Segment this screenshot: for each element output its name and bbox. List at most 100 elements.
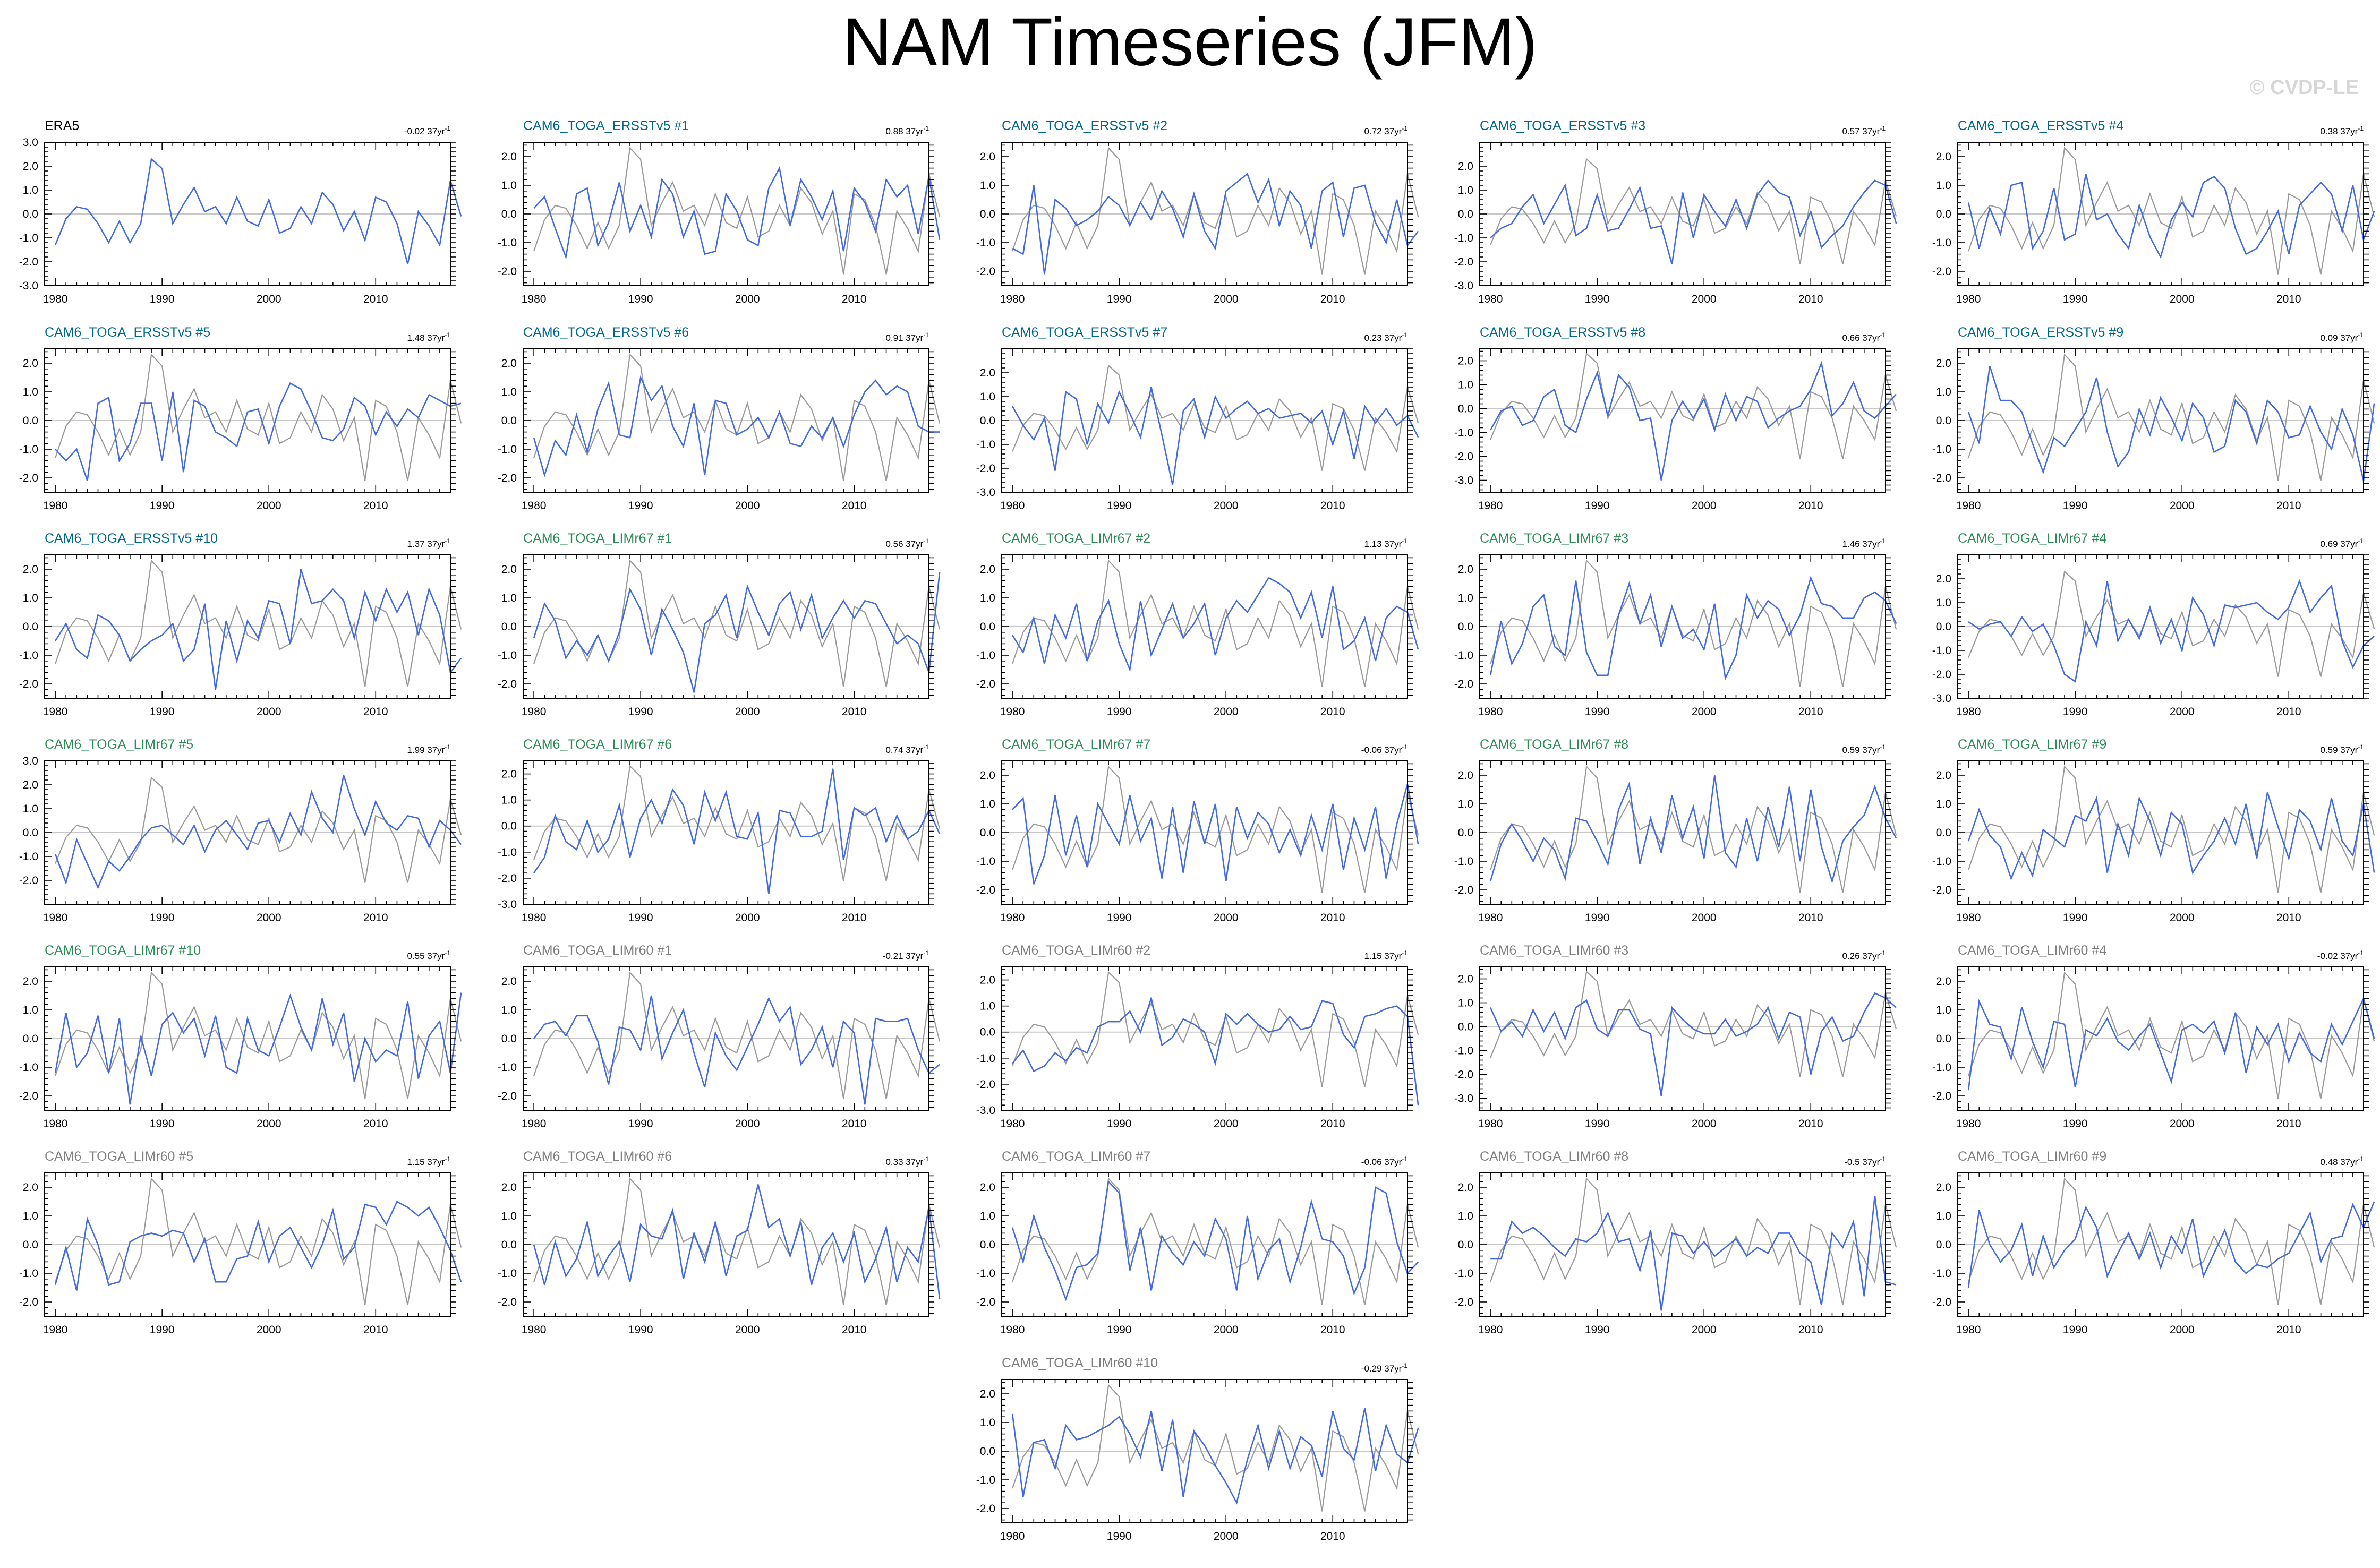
x-tick-label: 2000 (2170, 1118, 2195, 1130)
panel-26: CAM6_TOGA_LIMr60 #5 1.15 37yr-1 1980 1990 20… (19, 1149, 462, 1336)
panel-trend: 0.23 37yr-1 (1364, 331, 1407, 343)
x-tick-label: 1990 (2063, 706, 2088, 718)
x-tick-label: 1990 (1107, 1530, 1132, 1543)
x-tick-label: 1990 (2063, 293, 2088, 305)
panel-title: CAM6_TOGA_LIMr67 #6 (523, 737, 672, 752)
y-tick-label: 0.0 (501, 1033, 517, 1045)
y-tick-label: -1.0 (976, 237, 995, 249)
y-tick-label: -2.0 (976, 884, 995, 896)
x-tick-label: 2000 (2170, 706, 2195, 718)
panel-title: CAM6_TOGA_LIMr60 #5 (45, 1149, 193, 1164)
x-tick-label: 1980 (522, 912, 547, 924)
x-tick-label: 1990 (1107, 500, 1132, 512)
x-tick-label: 1980 (1000, 912, 1025, 924)
y-tick-label: -2.0 (1932, 884, 1951, 896)
panel-title: CAM6_TOGA_LIMr67 #1 (523, 531, 672, 546)
panel-title: CAM6_TOGA_ERSSTv5 #2 (1002, 118, 1167, 133)
y-tick-label: -2.0 (19, 256, 38, 268)
x-tick-label: 2010 (1320, 500, 1345, 512)
panel-trend: 0.59 37yr-1 (2320, 743, 2364, 755)
y-tick-label: -2.0 (498, 472, 517, 484)
x-tick-label: 2000 (257, 293, 281, 305)
panel-title: CAM6_TOGA_LIMr67 #5 (45, 737, 193, 752)
y-tick-label: -2.0 (498, 265, 517, 278)
series-line (54, 775, 462, 889)
y-tick-label: 0.0 (1936, 827, 1951, 839)
x-tick-label: 2000 (257, 500, 281, 512)
x-tick-label: 2010 (2276, 912, 2301, 924)
y-tick-label: 0.0 (1458, 621, 1473, 633)
y-tick-label: 0.0 (23, 1033, 38, 1045)
observed-series-line (1012, 971, 1419, 1087)
x-tick-label: 2010 (2276, 500, 2301, 512)
y-tick-label: 1.0 (23, 184, 38, 196)
observed-series-line (1490, 970, 1897, 1077)
x-tick-label: 2010 (842, 500, 867, 512)
y-tick-label: -1.0 (498, 1267, 517, 1280)
panel-27: CAM6_TOGA_LIMr60 #6 0.33 37yr-1 1980 1990 20… (498, 1149, 941, 1336)
x-tick-label: 1980 (522, 293, 547, 305)
series-line (1967, 792, 2375, 881)
x-tick-label: 1980 (1000, 1530, 1025, 1543)
panel-4: CAM6_TOGA_ERSSTv5 #3 0.57 37yr-1 1980 1990 2… (1454, 118, 1897, 305)
y-tick-label: -1.0 (19, 1061, 38, 1074)
x-tick-label: 2000 (257, 1324, 281, 1336)
y-tick-label: -2.0 (19, 1090, 38, 1102)
x-tick-label: 2000 (735, 1118, 760, 1130)
x-tick-label: 1990 (1585, 1118, 1610, 1130)
x-tick-label: 2000 (2170, 1324, 2195, 1336)
y-tick-label: 3.0 (23, 755, 38, 767)
x-tick-label: 2010 (1320, 912, 1345, 924)
panel-title: ERA5 (45, 118, 79, 133)
x-tick-label: 1980 (1956, 706, 1981, 718)
panel-title: CAM6_TOGA_LIMr60 #8 (1480, 1149, 1628, 1164)
y-tick-label: -1.0 (1932, 1267, 1951, 1280)
series-line (54, 1201, 462, 1291)
y-tick-label: 1.0 (23, 803, 38, 815)
panel-15: CAM6_TOGA_LIMr67 #4 0.69 37yr-1 1980 1990 20… (1932, 531, 2375, 718)
x-tick-label: 1980 (43, 500, 68, 512)
y-tick-label: -2.0 (1454, 678, 1473, 690)
x-tick-label: 1990 (628, 500, 653, 512)
y-tick-label: 0.0 (980, 621, 995, 633)
y-tick-label: 2.0 (980, 974, 995, 987)
x-tick-label: 1990 (1107, 1118, 1132, 1130)
panel-trend: -0.02 37yr-1 (404, 125, 451, 136)
page-title: NAM Timeseries (JFM) (842, 4, 1538, 80)
series-line (1011, 1180, 1419, 1301)
y-tick-label: 0.0 (501, 621, 517, 633)
y-tick-label: 2.0 (980, 1388, 995, 1400)
y-tick-label: -1.0 (19, 649, 38, 662)
observed-series-line (55, 353, 462, 481)
x-tick-label: 2000 (1692, 500, 1717, 512)
x-tick-label: 2010 (1798, 706, 1823, 718)
x-tick-label: 2000 (1692, 1324, 1717, 1336)
x-tick-label: 1990 (628, 706, 653, 718)
x-tick-label: 2010 (363, 1324, 388, 1336)
y-tick-label: 0.0 (980, 415, 995, 427)
x-tick-label: 2010 (842, 293, 867, 305)
y-tick-label: 1.0 (501, 592, 517, 604)
panel-trend: 0.72 37yr-1 (1364, 125, 1407, 136)
panel-title: CAM6_TOGA_LIMr67 #7 (1002, 737, 1150, 752)
x-tick-label: 2010 (1320, 293, 1345, 305)
x-tick-label: 1990 (150, 293, 175, 305)
y-tick-label: 0.0 (1458, 208, 1473, 220)
x-tick-label: 2000 (1692, 293, 1717, 305)
series-line (533, 166, 941, 260)
panel-8: CAM6_TOGA_ERSSTv5 #7 0.23 37yr-1 1980 1990 2… (976, 325, 1419, 512)
y-tick-label: -2.0 (1454, 1069, 1473, 1081)
x-tick-label: 1980 (1000, 706, 1025, 718)
copyright-label: © CVDP-LE (2249, 76, 2359, 99)
panel-trend: 0.33 37yr-1 (885, 1155, 929, 1167)
y-tick-label: 0.0 (501, 208, 517, 220)
y-tick-label: 2.0 (1936, 573, 1951, 585)
observed-series-line (1490, 765, 1897, 893)
panel-28: CAM6_TOGA_LIMr60 #7 -0.06 37yr-1 1980 1990 2… (976, 1149, 1419, 1336)
series-line (1967, 366, 2375, 481)
y-tick-label: -2.0 (976, 678, 995, 690)
y-tick-label: 1.0 (1936, 1004, 1951, 1016)
y-tick-label: -1.0 (976, 649, 995, 662)
panel-24: CAM6_TOGA_LIMr60 #3 0.26 37yr-1 1980 1990 20… (1454, 943, 1897, 1130)
